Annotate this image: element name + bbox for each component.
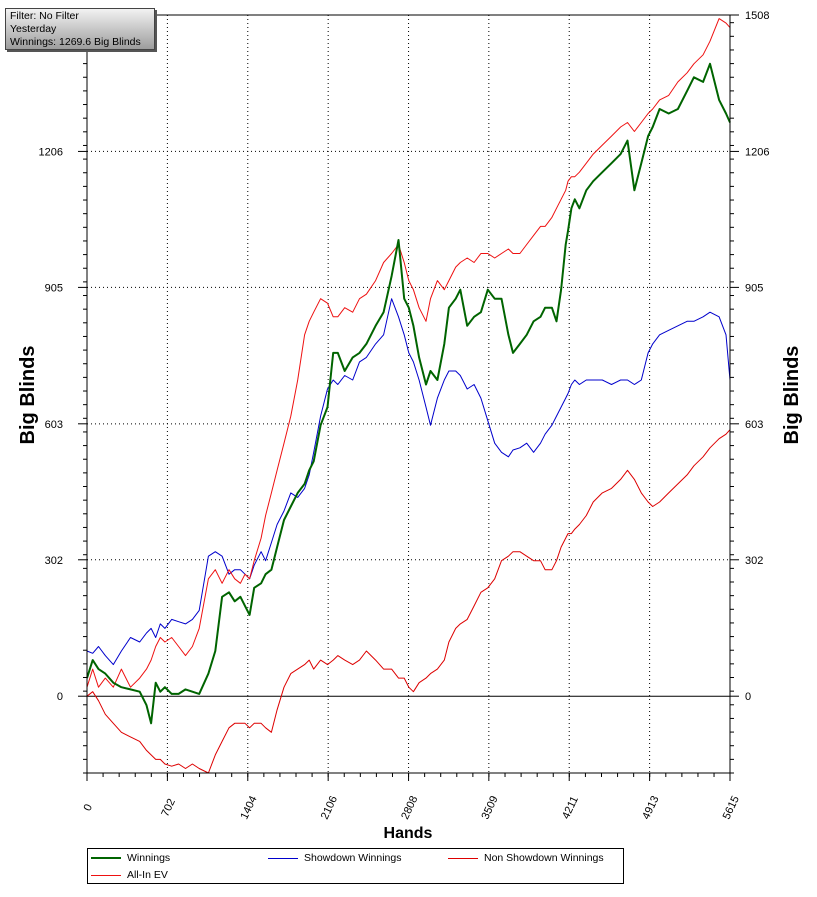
legend-swatch-winnings xyxy=(91,857,121,859)
grid xyxy=(87,15,730,773)
y-tick-label-right: 905 xyxy=(745,282,763,294)
x-tick-label: 0 xyxy=(82,802,95,813)
y-tick-label-right: 1508 xyxy=(745,10,769,22)
series-line-showdown-winnings xyxy=(86,298,731,666)
series-line-winnings xyxy=(86,62,731,725)
y-tick-label-right: 1206 xyxy=(745,146,769,158)
series-line-all-in-ev xyxy=(86,18,731,688)
x-tick-label: 702 xyxy=(159,797,178,819)
y-axis-title-right: Big Blinds xyxy=(781,346,803,445)
legend-swatch-nonshowdown xyxy=(448,857,478,859)
y-tick-label-right: 0 xyxy=(745,691,751,703)
y-tick-label-right: 302 xyxy=(745,555,763,567)
y-tick-label-left: 1206 xyxy=(39,146,63,158)
legend-label: Winnings xyxy=(127,852,171,864)
legend-swatch-allin-ev xyxy=(91,874,121,876)
legend-label: All-In EV xyxy=(127,869,168,881)
legend-swatch-showdown xyxy=(268,857,298,859)
filter-info-box: Filter: No Filter Yesterday Winnings: 12… xyxy=(5,8,155,50)
y-tick-label-left: 302 xyxy=(45,555,63,567)
legend: Winnings Showdown Winnings Non Showdown … xyxy=(87,848,624,884)
plot-frame xyxy=(86,14,731,774)
winnings-summary: Winnings: 1269.6 Big Blinds xyxy=(10,36,141,48)
y-tick-label-right: 603 xyxy=(745,419,763,431)
axes: 0030230260360390590512061206150815080702… xyxy=(39,10,770,821)
legend-item-showdown: Showdown Winnings xyxy=(268,851,401,865)
x-tick-label: 4211 xyxy=(560,794,581,821)
legend-item-winnings: Winnings xyxy=(91,851,170,865)
x-axis-title: Hands xyxy=(384,825,433,842)
series-lines xyxy=(86,18,731,774)
x-tick-label: 5615 xyxy=(721,794,742,821)
x-tick-label: 3509 xyxy=(480,794,501,821)
period-label: Yesterday xyxy=(10,23,57,35)
x-tick-label: 2808 xyxy=(399,794,420,821)
filter-label: Filter: No Filter xyxy=(10,10,79,22)
y-tick-label-left: 905 xyxy=(45,282,63,294)
legend-label: Non Showdown Winnings xyxy=(484,852,604,864)
legend-item-allin-ev: All-In EV xyxy=(91,868,168,882)
y-tick-label-left: 603 xyxy=(45,419,63,431)
x-tick-label: 2106 xyxy=(319,794,340,821)
legend-label: Showdown Winnings xyxy=(304,852,402,864)
y-axis-title-left: Big Blinds xyxy=(17,346,39,445)
legend-item-nonshowdown: Non Showdown Winnings xyxy=(448,851,604,865)
series-line-non-showdown-winnings xyxy=(86,429,731,774)
y-tick-label-left: 0 xyxy=(57,691,63,703)
x-tick-label: 4913 xyxy=(640,794,661,821)
x-tick-label: 1404 xyxy=(238,794,259,821)
